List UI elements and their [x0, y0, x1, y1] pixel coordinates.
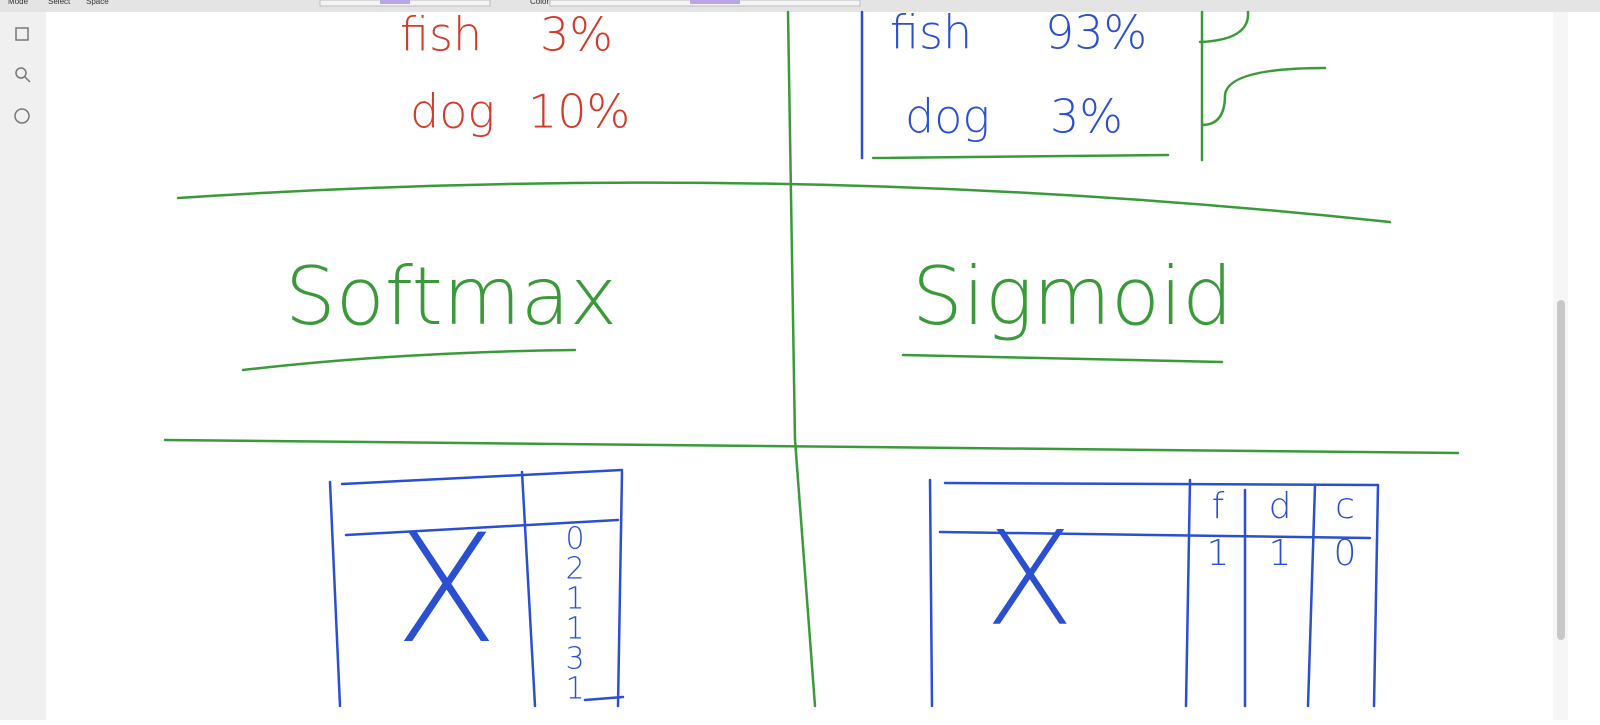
- target-value: 1: [1269, 533, 1292, 574]
- divider-horizontal: [163, 438, 1460, 455]
- table-line: [943, 481, 1380, 487]
- class-label: fish: [890, 6, 972, 60]
- table-line: [583, 695, 625, 702]
- table-line: [340, 468, 624, 486]
- probability: 93%: [1045, 6, 1147, 60]
- table-line: [328, 480, 342, 708]
- target-label: 1: [565, 612, 584, 647]
- class-label: fish: [400, 8, 482, 62]
- probability: 3%: [1050, 90, 1123, 144]
- class-label: dog: [905, 90, 990, 144]
- sigmoid-curve: [1198, 10, 1250, 44]
- scrollbar-thumb[interactable]: [1557, 300, 1565, 640]
- target-label: 0: [565, 522, 584, 557]
- target-label: 1: [565, 582, 584, 617]
- target-label: 1: [565, 672, 584, 707]
- input-matrix: X: [395, 503, 498, 677]
- heading: Sigmoid: [912, 250, 1233, 343]
- target-label: 3: [565, 642, 584, 677]
- input-matrix: X: [985, 503, 1074, 655]
- divider-vertical: [786, 10, 817, 708]
- column-header: f: [1212, 486, 1225, 527]
- table-line: [1372, 483, 1380, 708]
- probability: 3%: [540, 8, 613, 62]
- table-line: [1184, 478, 1192, 708]
- pages-icon[interactable]: [15, 27, 29, 41]
- underline: [901, 353, 1224, 364]
- toolbar-label: Color: [530, 0, 549, 6]
- target-label: 2: [565, 552, 584, 587]
- target-value: 1: [1207, 533, 1230, 574]
- table-line: [616, 470, 624, 708]
- underline: [871, 153, 1170, 160]
- probability: 10%: [528, 85, 630, 139]
- table-line: [1306, 483, 1317, 708]
- table-line: [344, 518, 620, 537]
- heading: Softmax: [285, 250, 617, 343]
- underline: [241, 348, 577, 372]
- search-icon-handle: [24, 76, 31, 83]
- toolbar-label: Mode: [8, 0, 29, 6]
- toolbar-swatch[interactable]: [380, 0, 410, 4]
- toolbar-swatch[interactable]: [690, 0, 740, 4]
- table-line: [928, 478, 934, 708]
- history-icon[interactable]: [14, 108, 30, 124]
- sigmoid-curve: [1200, 66, 1327, 127]
- divider-horizontal: [176, 181, 1392, 224]
- column-header: c: [1335, 486, 1355, 527]
- toolbar-label: Select: [48, 0, 71, 6]
- column-header: d: [1269, 486, 1292, 527]
- target-value: 0: [1334, 533, 1357, 574]
- class-label: dog: [410, 85, 495, 139]
- table-line: [938, 530, 1372, 540]
- margin: [1568, 12, 1600, 720]
- toolbar-label: Space: [86, 0, 109, 6]
- table-line: [520, 470, 537, 708]
- sidebar: [0, 12, 46, 720]
- search-icon[interactable]: [15, 67, 27, 79]
